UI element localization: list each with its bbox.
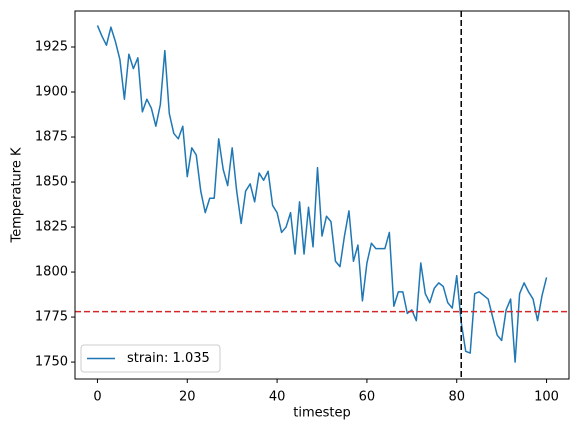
y-axis-label: Temperature K	[10, 147, 25, 243]
y-tick-label: 1800	[35, 265, 68, 280]
data-line	[96, 25, 548, 363]
y-tick-label: 1750	[35, 355, 68, 370]
y-tick-label: 1900	[35, 85, 68, 100]
x-tick-label: 40	[269, 390, 286, 405]
legend-box	[80, 344, 221, 373]
y-tick-label: 1775	[35, 310, 68, 325]
plot-frame	[74, 10, 570, 380]
x-tick-label: 0	[93, 390, 101, 405]
x-tick-label: 100	[534, 390, 559, 405]
x-tick-label: 60	[359, 390, 376, 405]
x-axis-label: timestep	[293, 406, 351, 421]
y-tick-label: 1825	[35, 220, 68, 235]
legend-label: strain: 1.035	[127, 351, 210, 366]
x-tick-label: 20	[179, 390, 196, 405]
y-tick-label: 1925	[35, 40, 68, 55]
x-tick-label: 80	[448, 390, 465, 405]
y-tick-label: 1875	[35, 130, 68, 145]
y-tick-label: 1850	[35, 175, 68, 190]
